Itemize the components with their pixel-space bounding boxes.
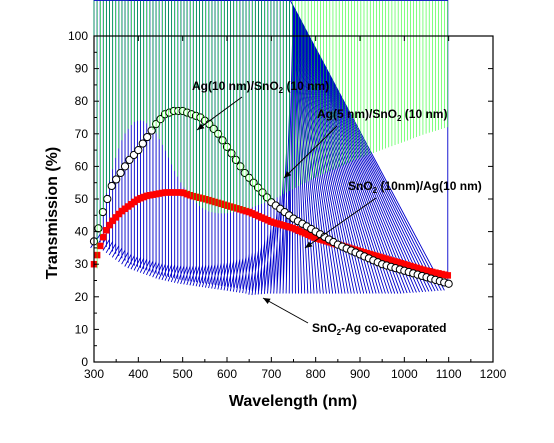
data-point	[227, 149, 236, 158]
y-tick-label: 30	[75, 257, 89, 271]
data-point	[231, 155, 240, 164]
arrowhead-coevap	[263, 298, 271, 304]
data-point	[147, 126, 156, 135]
y-tick-label: 20	[75, 290, 89, 304]
data-point	[103, 194, 112, 204]
y-tick-label: 40	[75, 225, 89, 239]
x-tick-label: 400	[128, 367, 148, 381]
series-coevap	[90, 0, 449, 296]
x-tick-label: 800	[306, 367, 326, 381]
data-point	[120, 162, 130, 171]
arrow-coevap	[262, 297, 309, 324]
data-point	[96, 242, 104, 250]
y-tick-label: 0	[81, 355, 88, 369]
y-tick-label: 70	[75, 127, 89, 141]
arrow-ag10	[196, 96, 243, 131]
y-tick-label: 60	[75, 159, 89, 173]
data-point	[116, 168, 125, 178]
series-layer	[89, 0, 453, 303]
x-tick-label: 900	[350, 367, 370, 381]
x-tick-label: 500	[173, 367, 193, 381]
x-tick-label: 1000	[391, 367, 418, 381]
arrow-sno2	[304, 197, 377, 249]
y-axis-title: Transmission (%)	[44, 147, 61, 279]
axes-layer: 300 400 500 600 700 800 900 1000 1100 1200 0 10 20 30…	[68, 29, 507, 381]
annotation-coevap: SnO2-Ag co-evaporated	[312, 321, 446, 337]
arrow-ag5	[283, 125, 338, 179]
arrowhead-ag5	[284, 171, 292, 178]
annotation-sno2: SnO2 (10nm)/Ag(10 nm)	[348, 179, 482, 195]
data-point	[143, 132, 152, 142]
x-tick-label: 300	[84, 367, 104, 381]
data-point	[100, 233, 107, 241]
x-tick-label: 1100	[436, 367, 462, 381]
y-tick-label: 100	[68, 29, 88, 43]
data-point	[134, 146, 143, 155]
x-tick-label: 600	[217, 367, 237, 381]
y-tick-label: 90	[75, 62, 89, 76]
data-point	[444, 279, 453, 288]
y-tick-label: 10	[75, 322, 89, 336]
annotation-layer: Ag(10 nm)/SnO2 (10 nm) Ag(5 nm)/SnO2 (10 …	[192, 79, 482, 337]
data-point	[94, 224, 103, 233]
data-point	[444, 272, 452, 279]
data-point	[218, 136, 227, 145]
x-tick-label: 700	[261, 367, 281, 381]
data-point	[112, 175, 121, 184]
series-ag5	[93, 0, 449, 303]
y-tick-label: 50	[75, 192, 89, 206]
annotation-ag5: Ag(5 nm)/SnO2 (10 nm)	[317, 107, 447, 123]
y-tick-label: 80	[75, 94, 89, 108]
arrowhead-sno2	[305, 241, 313, 248]
x-axis-title: Wavelength (nm)	[229, 393, 357, 410]
data-point	[138, 139, 147, 148]
annotation-ag10: Ag(10 nm)/SnO2 (10 nm)	[192, 79, 329, 95]
arrowhead-ag10	[197, 123, 205, 130]
x-tick-label: 1200	[480, 367, 507, 381]
data-point	[98, 207, 107, 217]
data-point	[107, 181, 116, 191]
